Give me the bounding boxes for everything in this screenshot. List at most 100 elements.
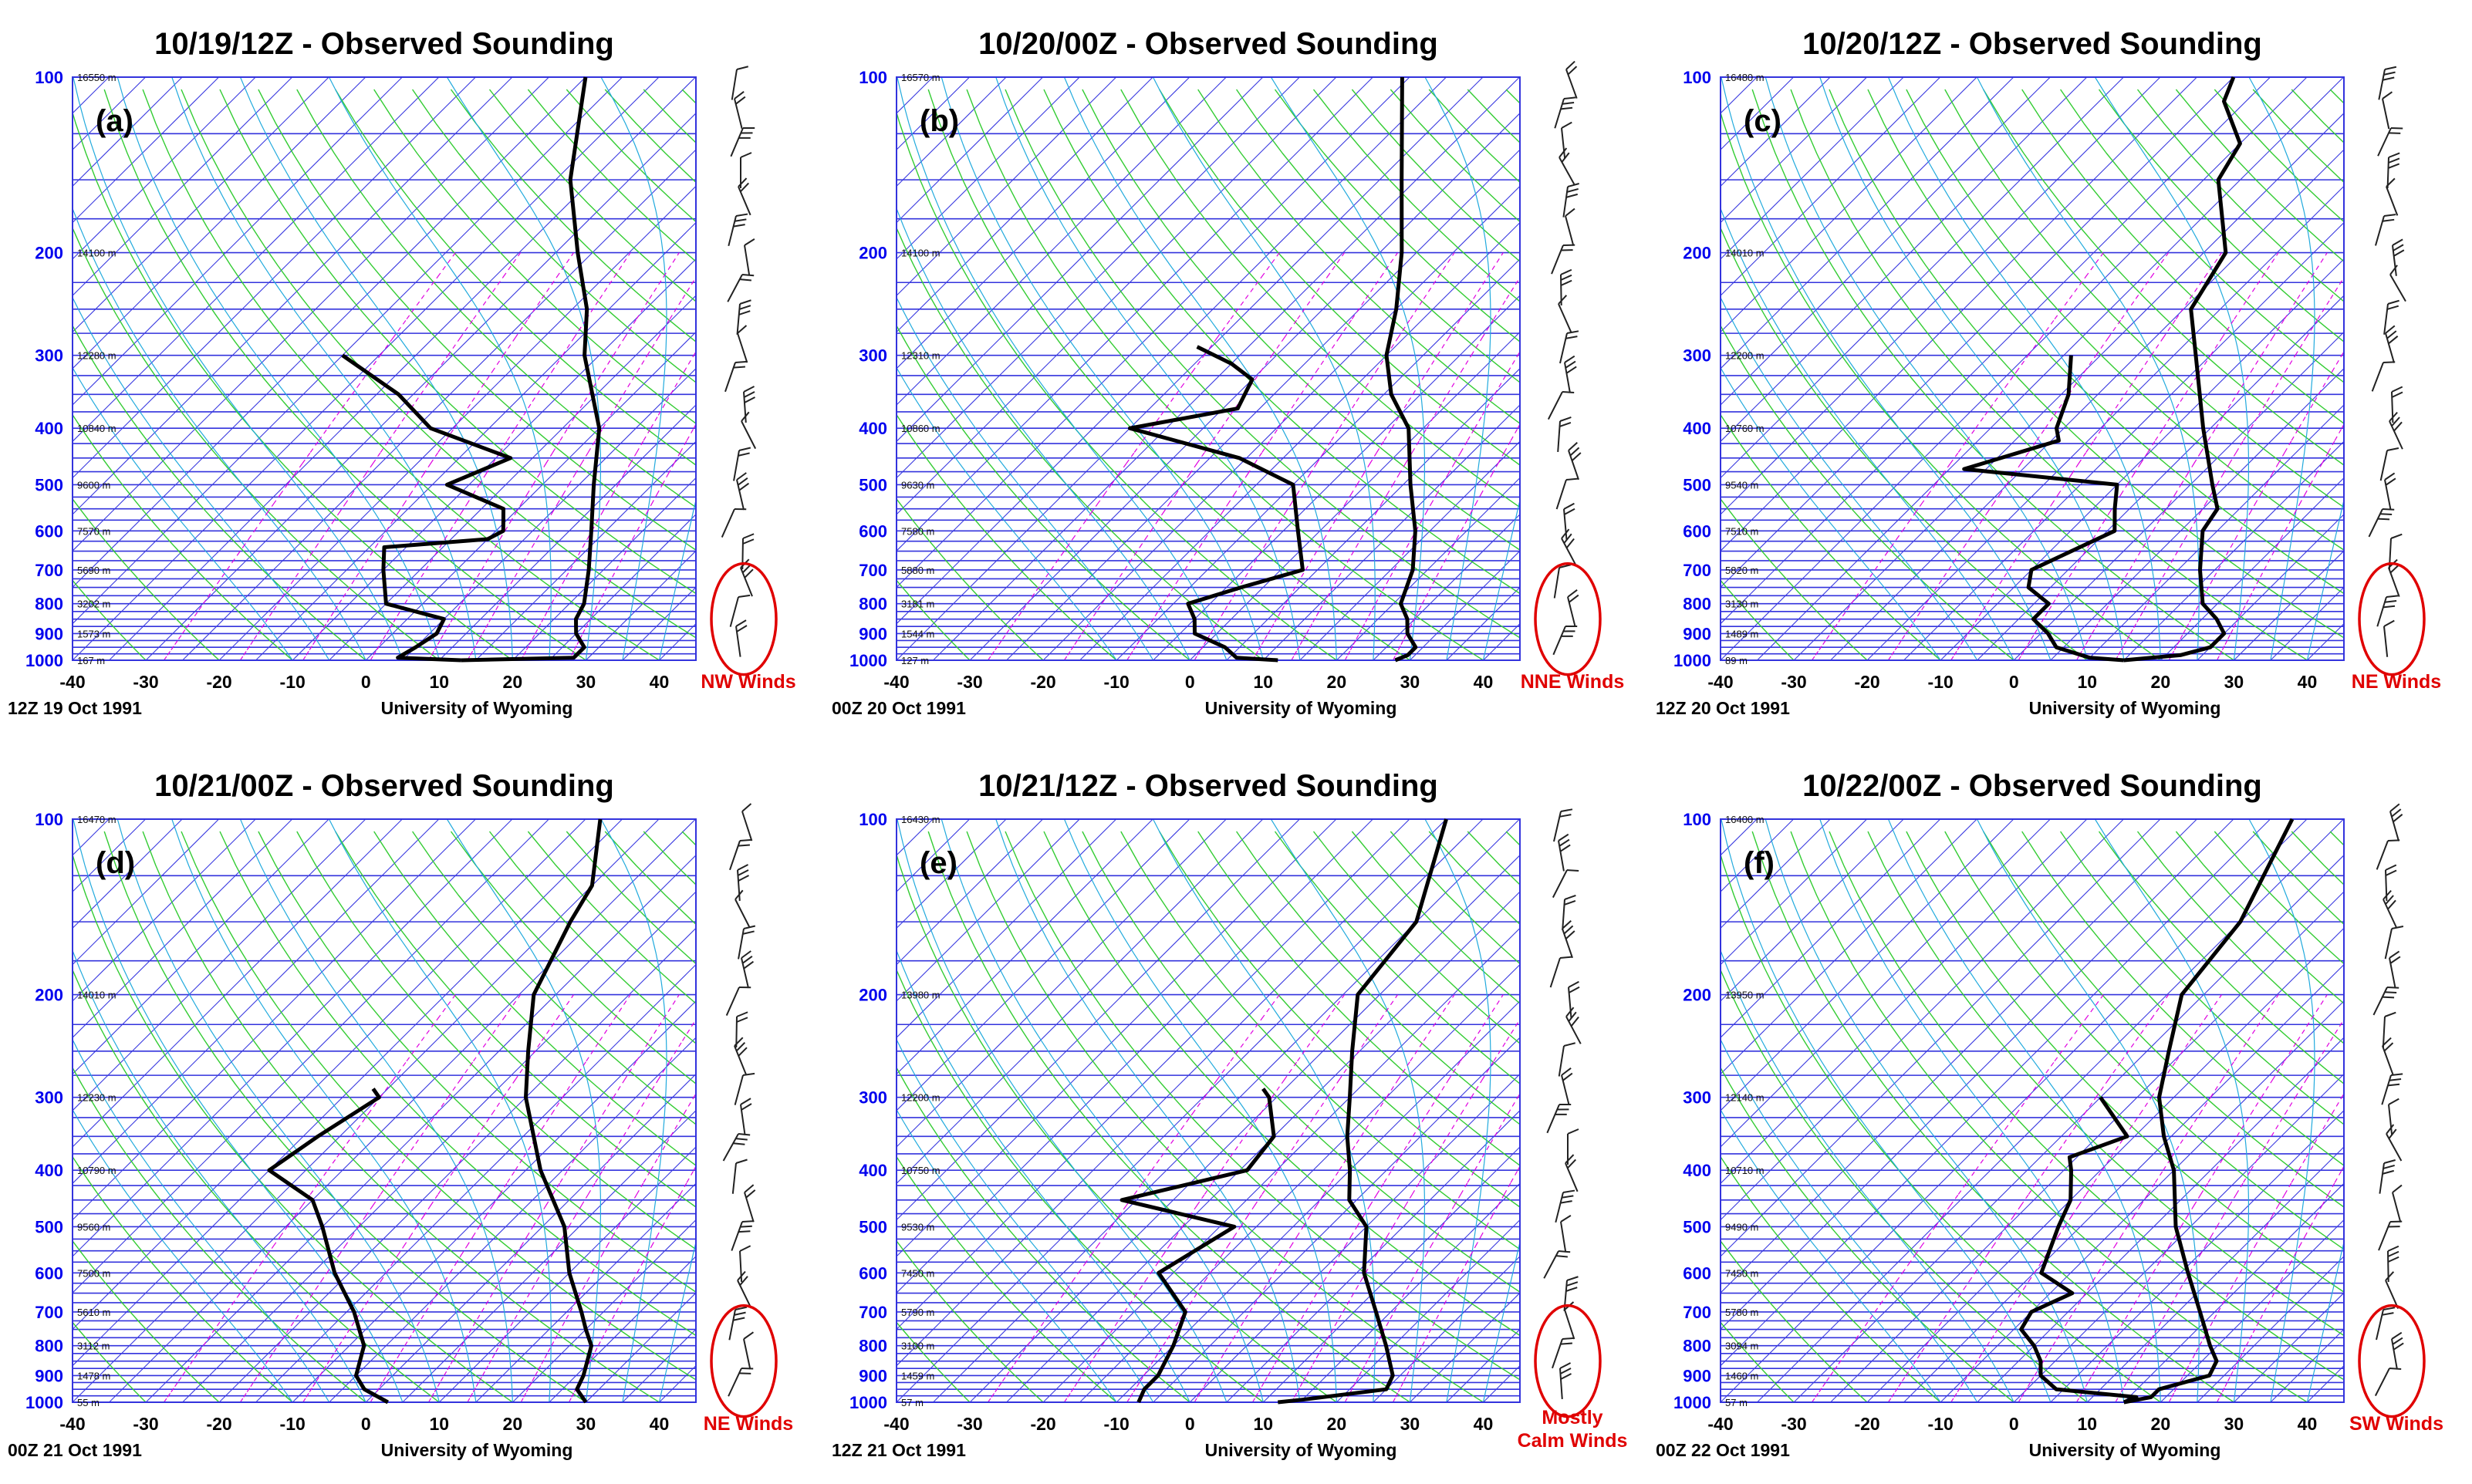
temperature-tick-label: 40 [1474,672,1494,692]
height-label: 10860 m [901,423,941,434]
skewt-chart: 10/21/00Z - Observed Sounding(d)10020030… [8,769,793,1460]
wind-barb [1558,1042,1576,1077]
height-label: 7450 m [1725,1267,1758,1279]
pressure-tick-label: 200 [35,986,63,1005]
pressure-tick-label: 800 [1683,595,1711,614]
wind-barb [731,66,749,100]
pressure-tick-label: 900 [35,1366,63,1385]
wind-barb [1567,589,1579,628]
height-label: 1544 m [901,628,934,639]
wind-barb [1559,1362,1572,1399]
skewt-background [72,818,697,1403]
pressure-tick-label: 800 [859,1337,887,1356]
temperature-tick-label: -20 [1030,672,1055,692]
footer-source: University of Wyoming [2029,698,2221,718]
chart-title: 10/22/00Z - Observed Sounding [1802,769,2262,803]
footer-source: University of Wyoming [1205,698,1397,718]
height-label: 10710 m [1725,1165,1765,1176]
height-label: 16470 m [77,814,117,825]
temperature-tick-label: -30 [1781,1414,1806,1434]
wind-barb [722,1133,751,1162]
wind-barb [728,213,748,247]
wind-barb [1564,355,1577,393]
temperature-tick-label: -30 [133,672,158,692]
height-label: 16570 m [901,72,941,83]
wind-barb [728,1306,748,1341]
footer-time: 00Z 22 Oct 1991 [1656,1440,1790,1460]
temperature-tick-label: 0 [1185,672,1195,692]
wind-barb [741,803,753,841]
wind-barb [1561,528,1577,566]
wind-barb [727,274,755,302]
height-label: 167 m [77,655,105,666]
temperature-tick-label: 20 [503,672,523,692]
wind-highlight-ellipse [710,562,778,676]
wind-barb [1560,1215,1572,1253]
pressure-tick-label: 400 [35,419,63,438]
wind-barb [2371,361,2396,392]
pressure-tick-label: 1000 [1673,1393,1711,1412]
pressure-tick-label: 400 [35,1161,63,1180]
height-label: 5780 m [1725,1307,1758,1318]
pressure-tick-label: 1000 [849,1393,887,1412]
temperature-tick-label: 10 [2077,1414,2097,1434]
height-label: 14010 m [77,990,117,1001]
wind-barbs [722,803,756,1397]
pressure-tick-label: 500 [35,475,63,494]
pressure-tick-label: 700 [35,561,63,580]
footer-time: 12Z 20 Oct 1991 [1656,698,1790,718]
wind-note: NNE Winds [1521,671,1625,693]
wind-highlight-ellipse [710,1304,778,1418]
wind-barb [2379,1159,2396,1194]
temperature-tick-label: 20 [503,1414,523,1434]
wind-barb [738,177,751,216]
pressure-tick-label: 500 [1683,475,1711,494]
dewpoint-profile-line [2019,1096,2139,1405]
wind-barb [741,411,757,450]
dewpoint-profile-line [1119,1088,1276,1404]
temperature-tick-label: -40 [883,672,909,692]
wind-barb [1565,207,1575,246]
temperature-profile-line [1384,76,1418,663]
height-label: 3181 m [901,599,934,610]
wind-barb [1561,1067,1573,1106]
wind-barb [738,925,756,960]
height-label: 12280 m [77,350,117,362]
wind-barb [2392,1184,2403,1223]
wind-barb [741,950,755,989]
footer-time: 00Z 21 Oct 1991 [8,1440,142,1460]
footer-source: University of Wyoming [381,1440,573,1460]
wind-highlight-ellipse [2358,1304,2426,1418]
wind-barbs [2372,803,2404,1397]
temperature-tick-label: -10 [280,1414,306,1434]
footer-time: 12Z 21 Oct 1991 [832,1440,966,1460]
sounding-panel: 10/20/00Z - Observed Sounding (b) 100 200 30… [824,0,1648,742]
skewt-chart: 10/22/00Z - Observed Sounding(f)10020030… [1656,769,2443,1460]
wind-barb [2383,299,2399,335]
pressure-tick-label: 600 [859,521,887,541]
wind-barb [744,238,755,276]
pressure-tick-label: 700 [859,1303,887,1322]
wind-barb [2376,595,2399,627]
pressure-tick-label: 900 [1683,1366,1711,1385]
temperature-profile-line [2123,818,2295,1405]
wind-barb [2389,950,2401,989]
temperature-tick-label: 30 [1400,1414,1420,1434]
wind-barbs [2368,66,2406,657]
height-label: 16400 m [1725,814,1765,825]
wind-barb [1567,1128,1579,1165]
temperature-tick-label: -40 [59,1414,85,1434]
wind-barb [729,594,751,627]
wind-note: Mostly [1542,1407,1602,1428]
pressure-tick-label: 600 [35,521,63,541]
pressure-tick-label: 400 [1683,1161,1711,1180]
wind-barb [1562,895,1576,930]
wind-barb [2384,926,2404,960]
pressure-tick-label: 900 [859,1366,887,1385]
wind-barb [2372,987,2399,1016]
height-label: 127 m [901,655,929,666]
pressure-tick-label: 500 [35,1217,63,1236]
wind-barb [737,1270,752,1309]
pressure-tick-label: 300 [35,346,63,366]
temperature-tick-label: -20 [206,672,231,692]
